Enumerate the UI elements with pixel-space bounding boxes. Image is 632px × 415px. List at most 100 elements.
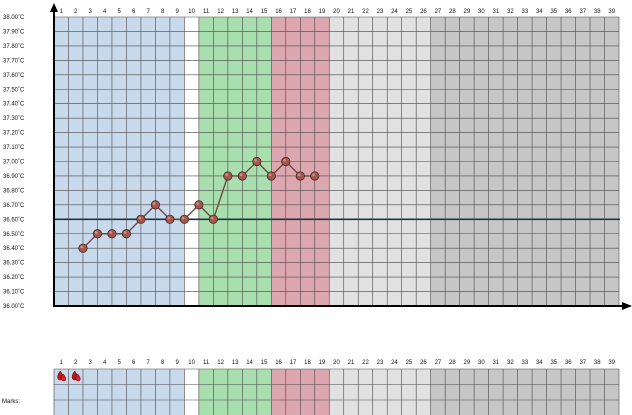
y-tick-label: 36.80˚C [3,187,25,194]
x-tick-label: 18 [304,9,311,15]
y-tick-label: 36.30˚C [3,260,25,267]
marks-x-tick-label: 11 [203,360,210,366]
temperature-point-highlight [239,173,243,176]
marks-x-tick-label: 26 [420,360,427,366]
temperature-point-highlight [225,173,228,176]
marks-grid [53,368,620,415]
temperature-series [78,156,320,253]
temperature-point-highlight [123,231,127,234]
x-tick-label: 31 [493,9,500,15]
x-tick-label: 5 [118,9,122,15]
marks-x-tick-label: 10 [188,360,195,366]
marks-x-tick-label: 37 [579,360,586,366]
marks-label: Marks: [2,399,20,405]
y-tick-label: 38.00˚C [3,14,25,21]
marks-x-tick-labels: 1 2 3 4 5 6 7 8 9 10 11 12 13 14 15 16 17 18 19 20 21 22 23 24 2… [60,360,616,366]
temperature-point-highlight [80,245,84,249]
blood-drop-shape [75,373,81,382]
x-tick-label: 28 [449,9,456,15]
marks-phase-band-5 [430,369,619,415]
marks-x-tick-label: 20 [333,360,340,366]
x-tick-label: 13 [232,9,239,15]
temperature-point-highlight [283,158,286,162]
temperature-point [266,171,276,181]
marks-x-tick-label: 12 [217,360,224,366]
marks-x-tick-label: 25 [406,360,413,366]
x-tick-label: 35 [550,9,557,15]
marks-x-tick-label: 38 [594,360,601,366]
blood-drop-icon [57,370,66,382]
temperature-point [107,229,117,239]
marks-x-tick-label: 35 [550,360,557,366]
temperature-point-highlight [181,216,185,220]
x-tick-label: 16 [275,9,282,15]
y-tick-label: 36.40˚C [3,245,25,252]
marks-x-tick-label: 34 [536,360,543,366]
x-tick-label: 17 [290,9,297,15]
y-tick-label: 36.60˚C [3,216,25,223]
y-tick-label: 37.30˚C [3,115,25,122]
marks-x-tick-label: 1 [60,360,64,366]
marks-x-tick-label: 4 [103,360,107,366]
temperature-point-highlight [109,231,113,234]
x-tick-label: 3 [89,9,93,15]
x-tick-label: 10 [188,9,195,15]
y-tick-label: 37.20˚C [3,130,25,137]
marks-phase-band-2 [198,369,272,415]
marks-x-tick-label: 27 [435,360,442,366]
temperature-point [179,214,189,224]
marks-x-tick-label: 39 [608,360,615,366]
temperature-point-highlight [297,173,301,176]
temperature-point [194,200,204,210]
x-tick-label: 11 [203,9,210,15]
marks-x-tick-label: 3 [89,360,93,366]
marks-x-tick-label: 19 [319,360,326,366]
y-axis-tick-labels: 36.00˚C 36.10˚C 36.20˚C 36.30˚C 36.40˚C 36.50… [3,14,25,310]
y-tick-label: 37.10˚C [3,144,25,151]
x-tick-label: 27 [435,9,442,15]
x-axis-tick-labels: 1 2 3 4 5 6 7 8 9 10 11 12 13 14 15 16 17 18 19 20 21 22 23 24 2… [60,9,616,15]
marks-row [57,370,81,382]
y-tick-label: 36.00˚C [3,303,25,310]
marks-x-tick-label: 17 [290,360,297,366]
x-tick-label: 8 [161,9,165,15]
x-tick-label: 9 [175,9,179,15]
y-tick-label: 37.90˚C [3,28,25,35]
marks-x-tick-label: 30 [478,360,485,366]
marks-x-tick-label: 36 [565,360,572,366]
temperature-point [92,229,103,239]
x-tick-label: 30 [478,9,485,15]
chart-grid [53,16,620,307]
temperature-point [281,156,291,167]
temperature-point [237,171,247,181]
temperature-point [165,214,175,224]
x-tick-label: 39 [608,9,615,15]
temperature-point-highlight [138,216,142,220]
y-tick-label: 37.70˚C [3,57,25,64]
blood-drop-icon [71,370,81,382]
y-tick-label: 37.40˚C [3,101,25,108]
marks-phase-backgrounds [54,369,619,415]
temperature-point [295,171,305,181]
x-tick-label: 21 [348,9,355,15]
marks-x-tick-label: 29 [464,360,471,366]
marks-x-tick-label: 9 [175,360,179,366]
x-tick-label: 25 [406,9,413,15]
y-tick-label: 36.50˚C [3,231,25,238]
x-tick-label: 20 [333,9,340,15]
marks-x-tick-label: 14 [246,360,253,366]
temperature-point [150,200,161,210]
x-tick-label: 7 [146,9,150,15]
temperature-point-highlight [167,216,170,220]
temperature-point-highlight [196,202,199,205]
marks-x-tick-label: 18 [304,360,311,366]
x-tick-label: 26 [420,9,427,15]
x-tick-label: 22 [362,9,369,15]
x-tick-label: 38 [594,9,601,15]
temperature-point [310,171,320,181]
temperature-point-highlight [210,216,214,220]
y-tick-label: 36.20˚C [3,274,25,281]
marks-x-tick-label: 13 [232,360,239,366]
y-tick-label: 37.50˚C [3,86,25,93]
